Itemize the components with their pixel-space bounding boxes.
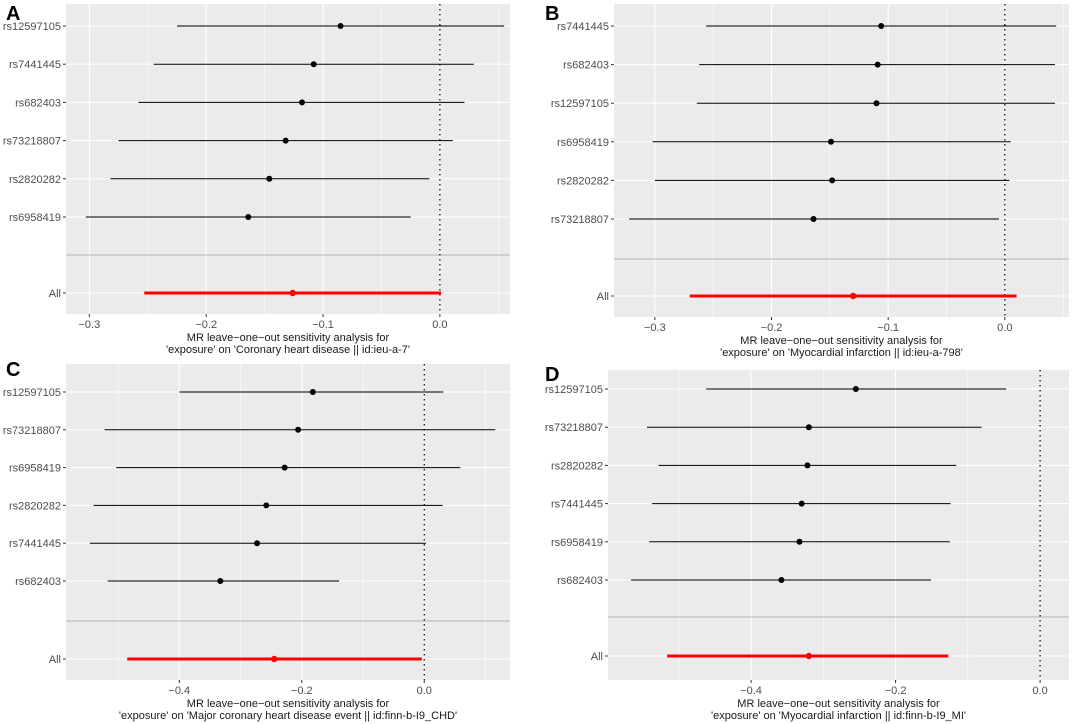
snp-point <box>778 577 785 583</box>
snp-point <box>245 214 252 220</box>
snp-label: rs6958419 <box>9 212 61 224</box>
snp-label: rs2820282 <box>9 500 61 512</box>
snp-label: rs682403 <box>15 576 61 588</box>
snp-label: rs73218807 <box>551 214 609 226</box>
snp-label: rs2820282 <box>557 175 609 187</box>
snp-label: rs73218807 <box>545 422 603 434</box>
plot-background <box>66 4 510 314</box>
snp-point <box>299 99 306 106</box>
x-axis-title-line1: MR leave−one−out sensitivity analysis fo… <box>187 332 390 344</box>
x-axis-title-line1: MR leave−one−out sensitivity analysis fo… <box>737 698 940 710</box>
x-tick-label: −0.2 <box>761 322 783 334</box>
snp-point <box>874 61 881 68</box>
plot-background <box>608 370 1069 680</box>
overall-label: All <box>591 651 603 663</box>
snp-label: rs7441445 <box>551 499 603 511</box>
snp-label: rs73218807 <box>3 136 61 148</box>
snp-label: rs2820282 <box>551 460 603 472</box>
overall-point <box>849 292 857 300</box>
snp-point <box>281 464 288 471</box>
snp-point <box>796 538 803 545</box>
x-tick-label: −0.1 <box>312 319 334 331</box>
snp-label: rs2820282 <box>9 174 61 186</box>
snp-label: rs7441445 <box>557 21 609 33</box>
panel-c: rs12597105 rs73218807 rs6958419 rs2820282 rs… <box>3 359 510 722</box>
panel-letter: B <box>545 3 559 25</box>
x-axis-title-line1: MR leave−one−out sensitivity analysis fo… <box>740 335 943 347</box>
snp-label: rs12597105 <box>551 98 609 110</box>
snp-point <box>798 500 805 507</box>
x-axis-title-line1: MR leave−one−out sensitivity analysis fo… <box>187 698 390 710</box>
snp-point <box>254 540 261 547</box>
x-tick-label: 0.0 <box>417 685 432 697</box>
x-tick-label: −0.4 <box>168 685 190 697</box>
x-tick-label: −0.2 <box>885 685 907 697</box>
snp-label: rs6958419 <box>551 537 603 549</box>
panel-a: rs12597105 rs7441445 rs682403 rs73218807 rs2… <box>3 3 510 356</box>
x-axis-title-line2: 'exposure' on 'Myocardial infarction || … <box>711 710 966 722</box>
snp-label: rs7441445 <box>9 538 61 550</box>
snp-point <box>217 578 224 584</box>
snp-label: rs682403 <box>15 97 61 109</box>
snp-point <box>309 389 316 395</box>
overall-label: All <box>49 654 61 666</box>
snp-point <box>873 100 880 107</box>
snp-point <box>828 138 834 145</box>
snp-label: rs12597105 <box>3 387 61 399</box>
overall-point <box>289 289 296 297</box>
snp-point <box>829 177 836 184</box>
snp-point <box>295 426 302 433</box>
panel-letter: A <box>6 3 20 25</box>
x-tick-label: −0.3 <box>79 319 101 331</box>
snp-label: rs6958419 <box>9 463 61 475</box>
x-tick-label: 0.0 <box>997 322 1012 334</box>
snp-point <box>804 462 811 469</box>
snp-label: rs73218807 <box>3 425 61 437</box>
x-tick-label: 0.0 <box>432 319 447 331</box>
snp-point <box>266 175 273 182</box>
panel-letter: D <box>545 364 559 386</box>
x-tick-label: −0.2 <box>291 685 313 697</box>
x-axis-title-line2: 'exposure' on 'Myocardial infarction || … <box>720 347 963 359</box>
panel-b: rs7441445 rs682403 rs12597105 rs6958419 rs28… <box>545 3 1069 359</box>
snp-point <box>263 502 270 509</box>
snp-point <box>878 23 885 29</box>
snp-label: rs12597105 <box>3 21 61 33</box>
snp-label: rs682403 <box>563 60 609 72</box>
snp-point <box>282 137 289 144</box>
plot-background <box>66 364 510 680</box>
plot-background <box>614 4 1069 317</box>
snp-point <box>337 23 344 29</box>
snp-point <box>810 216 817 222</box>
snp-label: rs6958419 <box>557 137 609 149</box>
panel-letter: C <box>6 359 20 381</box>
snp-label: rs12597105 <box>545 384 603 396</box>
snp-label: rs7441445 <box>9 59 61 71</box>
snp-label: rs682403 <box>557 575 603 587</box>
overall-label: All <box>597 291 609 303</box>
x-tick-label: 0.0 <box>1032 685 1047 697</box>
panel-d: rs12597105 rs73218807 rs2820282 rs7441445 rs… <box>545 364 1069 722</box>
x-tick-label: −0.1 <box>877 322 899 334</box>
x-tick-label: −0.3 <box>644 322 666 334</box>
overall-point <box>805 652 813 660</box>
x-tick-label: −0.2 <box>195 319 217 331</box>
snp-point <box>805 424 812 431</box>
x-axis-title-line2: 'exposure' on 'Coronary heart disease ||… <box>166 344 410 356</box>
snp-point <box>310 61 317 68</box>
snp-point <box>852 386 859 392</box>
overall-point <box>271 655 278 663</box>
x-axis-title-line2: 'exposure' on 'Major coronary heart dise… <box>119 710 457 722</box>
overall-label: All <box>49 288 61 300</box>
x-tick-label: −0.4 <box>740 685 762 697</box>
